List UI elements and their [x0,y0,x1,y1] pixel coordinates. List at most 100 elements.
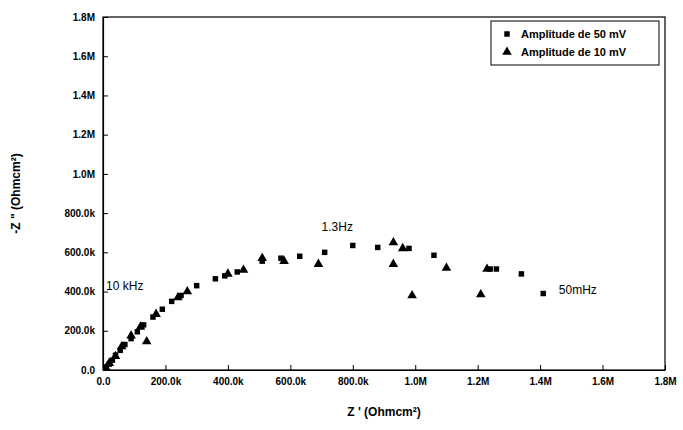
y-tick: 1.8M [73,12,108,23]
x-tick: 200.0k [151,365,182,387]
x-tick: 400.0k [213,365,244,387]
y-tick-label: 200.0k [64,325,95,336]
point [136,321,146,329]
x-tick-mark [665,365,666,370]
x-tick-mark [228,365,229,370]
point [182,286,192,294]
point [389,237,399,245]
x-tick-label: 0.0 [97,376,111,387]
y-tick-mark [103,370,108,371]
point [223,268,233,276]
y-tick-label: 600.0k [64,247,95,258]
y-axis-line [103,18,104,371]
y-tick-label: 1.6M [73,51,95,62]
point [431,253,436,258]
x-tick-mark [540,365,541,370]
point [142,336,152,344]
y-tick: 800.0k [64,208,108,219]
y-tick: 1.0M [73,169,108,180]
x-tick-label: 800.0k [338,376,369,387]
y-tick-label: 1.4M [73,90,95,101]
series-1 [103,237,492,370]
point [407,290,417,298]
x-axis-line [104,370,666,371]
plot: 0.0 200.0k 400.0k 600.0k 800.0k 1.0M 1.2M 1.4M 1… [64,12,676,387]
x-tick: 1.8M [654,365,676,387]
legend-label: Amplitude de 50 mV [521,28,627,40]
point [519,271,524,276]
point [135,329,140,334]
x-axis: 0.0 200.0k 400.0k 600.0k 800.0k 1.0M 1.2M 1.4M 1… [97,365,677,387]
x-tick: 1.6M [592,365,614,387]
y-tick: 600.0k [64,247,108,258]
points [103,237,546,370]
x-tick: 600.0k [276,365,307,387]
point [257,253,267,261]
legend-box [491,21,659,65]
point [213,276,218,281]
x-tick-label: 1.0M [405,376,427,387]
y-tick-mark [103,331,108,332]
y-tick-label: 0.0 [81,365,95,376]
point [398,243,408,251]
point [173,292,183,300]
point [540,291,545,296]
point [279,256,289,264]
x-tick: 800.0k [338,365,369,387]
y-tick-label: 1.8M [73,12,95,23]
point [482,263,492,271]
y-tick-mark [103,17,108,18]
x-tick-label: 600.0k [276,376,307,387]
x-tick-mark [415,365,416,370]
y-tick: 1.2M [73,129,108,140]
annotation: 10 kHz [106,279,143,293]
y-tick-mark [103,252,108,253]
x-tick: 1.0M [405,365,427,387]
point [160,306,165,311]
annotation: 50mHz [559,283,597,297]
point [126,330,136,338]
y-tick: 200.0k [64,325,108,336]
point [406,246,411,251]
point [442,262,452,270]
x-axis-title: Z ' (Ohmcm²) [347,405,421,419]
x-tick-mark [353,365,354,370]
y-tick-mark [103,213,108,214]
point [117,341,127,349]
y-axis-title: -Z " (Ohmcm²) [9,153,23,233]
x-tick-label: 400.0k [213,376,244,387]
y-tick-mark [103,56,108,57]
point [476,289,486,297]
x-tick-mark [478,365,479,370]
legend: Amplitude de 50 mV Amplitude de 10 mV [491,21,659,65]
point [297,254,302,259]
x-tick-label: 1.4M [529,376,551,387]
point [494,266,499,271]
point [194,283,199,288]
y-tick-label: 400.0k [64,286,95,297]
point [239,264,249,272]
x-tick-label: 200.0k [151,376,182,387]
point [389,259,399,267]
x-tick: 1.2M [467,365,489,387]
y-tick: 400.0k [64,286,108,297]
point [350,243,355,248]
annotation: 1.3Hz [322,220,353,234]
y-tick-mark [103,174,108,175]
legend-marker [504,31,509,36]
y-tick: 1.6M [73,51,108,62]
legend-label: Amplitude de 10 mV [521,46,627,58]
x-tick-mark [603,365,604,370]
x-tick-label: 1.2M [467,376,489,387]
x-tick-label: 1.8M [654,376,676,387]
point [111,351,121,359]
x-tick-label: 1.6M [592,376,614,387]
point [375,245,380,250]
point [151,309,161,317]
x-tick: 1.4M [529,365,551,387]
y-tick-label: 1.2M [73,129,95,140]
x-tick-mark [290,365,291,370]
plot-frame [103,17,665,370]
x-tick-mark [165,365,166,370]
y-axis: 0.0 200.0k 400.0k 600.0k 800.0k 1.0M 1.2M 1.4M 1… [64,12,108,376]
